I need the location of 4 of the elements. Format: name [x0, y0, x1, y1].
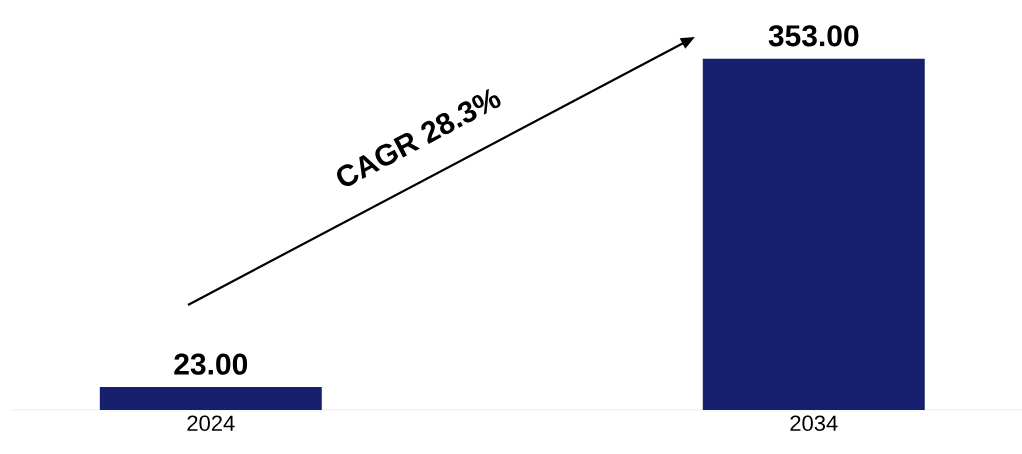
data-label: 353.00 [768, 25, 859, 47]
x-tick-label: 2034 [790, 415, 838, 432]
data-label: 23.00 [174, 353, 248, 375]
x-tick-label: 2024 [187, 415, 235, 432]
